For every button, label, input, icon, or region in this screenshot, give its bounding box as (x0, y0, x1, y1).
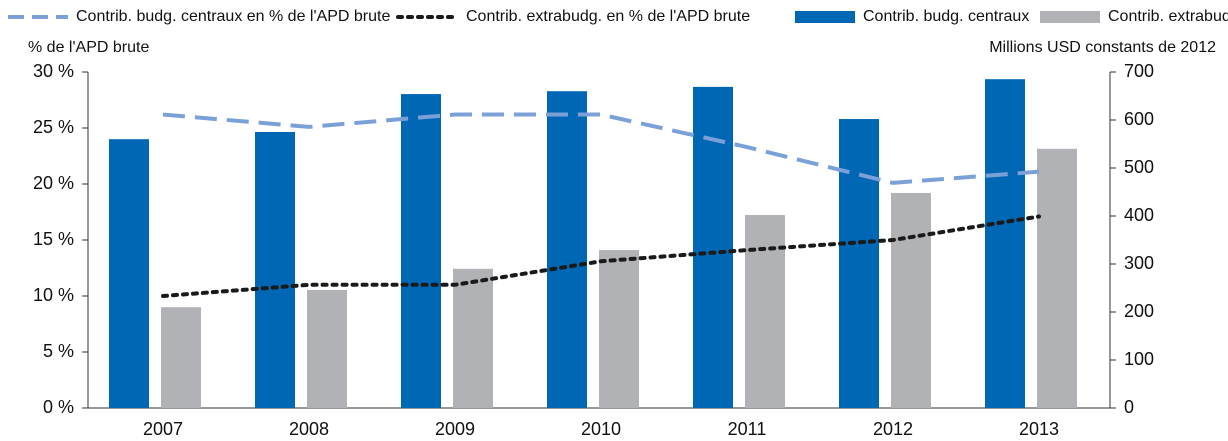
y-tick-label: 5 % (43, 341, 74, 361)
bar (307, 289, 347, 408)
bar (693, 86, 733, 408)
bar (985, 79, 1025, 408)
x-tick-label: 2012 (873, 419, 913, 439)
y-axis-title: % de l'APD brute (28, 39, 149, 56)
x-tick-label: 2007 (143, 419, 183, 439)
legend-swatch (795, 11, 855, 23)
x-tick-label: 2011 (728, 419, 767, 439)
bar (255, 132, 295, 408)
y2-axis-title: Millions USD constants de 2012 (989, 39, 1216, 56)
y-tick-label: 15 % (33, 229, 74, 249)
y2-tick-label: 700 (1124, 61, 1154, 81)
y2-tick-label: 200 (1124, 301, 1154, 321)
line-series (161, 214, 1041, 298)
y-tick-label: 25 % (33, 117, 74, 137)
y-tick-label: 30 % (33, 61, 74, 81)
y2-tick-label: 400 (1124, 205, 1154, 225)
legend-label: Contrib. extrabudg. (1108, 8, 1228, 25)
bar (839, 119, 879, 408)
y-tick-label: 20 % (33, 173, 74, 193)
x-tick-label: 2009 (435, 419, 475, 439)
bar (453, 268, 493, 408)
y2-tick-label: 500 (1124, 157, 1154, 177)
y2-tick-label: 600 (1124, 109, 1154, 129)
y-tick-label: 0 % (43, 397, 74, 417)
bar (599, 250, 639, 408)
y2-tick-label: 100 (1124, 349, 1154, 369)
bar (1037, 148, 1077, 409)
legend-label: Contrib. extrabudg. en % de l'APD brute (466, 8, 750, 25)
y2-tick-label: 300 (1124, 253, 1154, 273)
bar (891, 192, 931, 408)
bar (745, 215, 785, 408)
y-tick-label: 10 % (33, 285, 74, 305)
x-tick-label: 2013 (1019, 419, 1059, 439)
bar (109, 139, 149, 408)
y2-tick-label: 0 (1124, 397, 1134, 417)
bar (547, 91, 587, 408)
legend-label: Contrib. budg. centraux (863, 8, 1029, 25)
line-series (162, 112, 1040, 185)
bar (161, 307, 201, 408)
x-tick-label: 2010 (581, 419, 621, 439)
x-tick-label: 2008 (289, 419, 329, 439)
legend-label: Contrib. budg. centraux en % de l'APD br… (76, 8, 390, 25)
legend-swatch (1040, 11, 1100, 23)
bar (401, 94, 441, 408)
